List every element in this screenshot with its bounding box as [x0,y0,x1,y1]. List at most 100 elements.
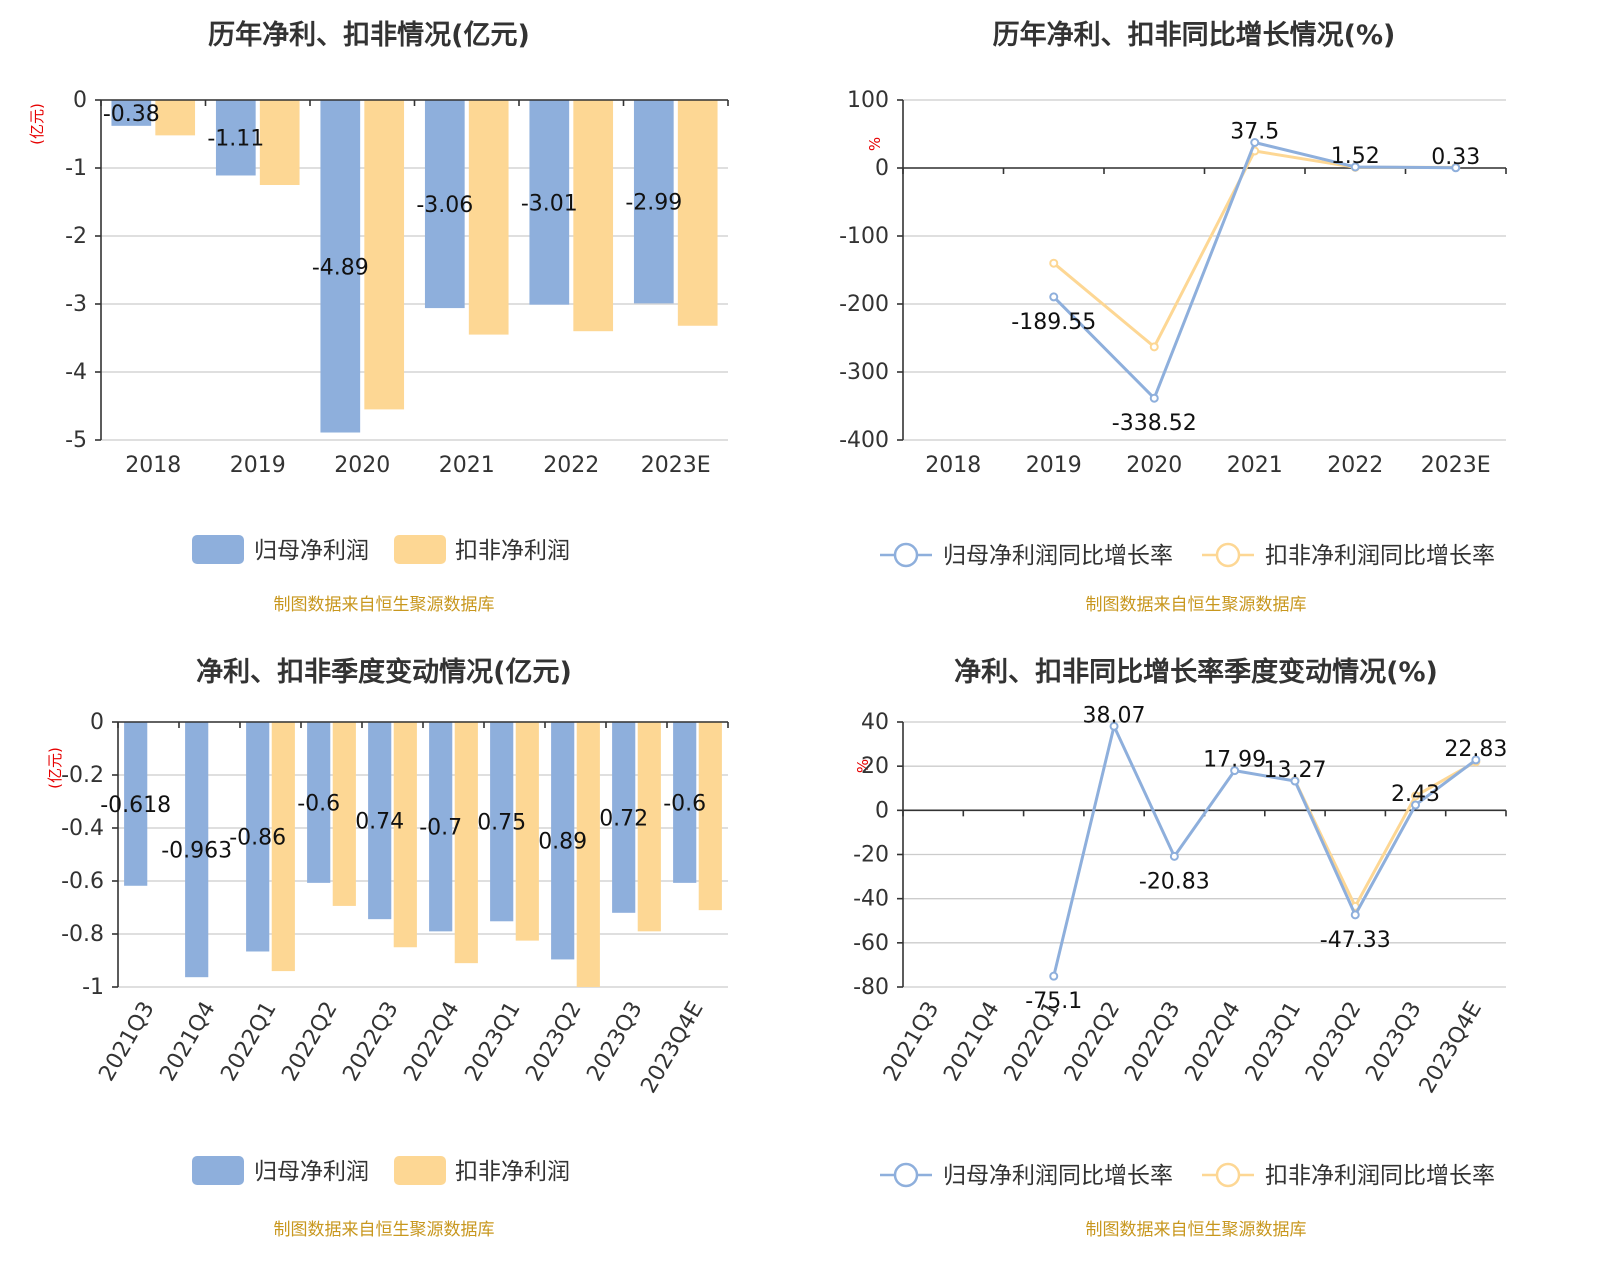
bar-deducted-net-profit [259,100,300,185]
y-tick-label: 0 [90,710,104,735]
legend-item-deducted-net-profit[interactable]: 扣非净利润 [394,535,570,564]
legend-item-parent-growth[interactable]: 归母净利润同比增长率 [880,1162,1173,1189]
bar-parent-net-profit [612,722,636,913]
legend-label: 归母净利润 [254,538,369,564]
data-label: -47.33 [1320,928,1391,953]
x-tick-label: 2021 [1227,453,1283,478]
data-label: -0.6 [297,791,340,816]
y-tick-label: 40 [861,710,889,735]
x-tick-label: 2019 [1026,453,1082,478]
bar-deducted-net-profit [468,100,509,335]
legend-item-deducted-growth[interactable]: 扣非净利润同比增长率 [1202,1162,1495,1189]
x-tick-label: 2022 [543,453,599,478]
y-tick-label: -80 [853,975,889,1000]
y-tick-label: -300 [839,360,889,385]
legend-item-deducted-net-profit[interactable]: 扣非净利润 [394,1156,570,1185]
x-tick-label: 2021Q4 [155,998,220,1086]
legend-label: 扣非净利润同比增长率 [1265,1163,1495,1189]
point-parent-growth [1230,766,1240,776]
data-label: -75.1 [1025,989,1082,1014]
legend-marker-blue [893,542,919,568]
legend-item-parent-growth[interactable]: 归母净利润同比增长率 [880,542,1173,569]
y-tick-label: -0.8 [61,922,104,947]
x-tick-label: 2023E [641,453,711,478]
bar-parent-net-profit [429,722,453,932]
legend-swatch-blue [192,1156,244,1185]
point-parent-growth [1411,800,1421,810]
legend: 归母净利润同比增长率 扣非净利润同比增长率 [880,1162,1495,1189]
legend-item-parent-net-profit[interactable]: 归母净利润 [192,1156,369,1185]
chart-title: 净利、扣非季度变动情况(亿元) [196,656,572,688]
legend-item-parent-net-profit[interactable]: 归母净利润 [192,535,369,564]
data-label: -338.52 [1112,411,1197,436]
y-tick-label: 20 [861,754,889,779]
data-label: -1.11 [207,127,264,152]
y-tick-label: 0 [73,88,87,113]
data-source-note: 制图数据来自恒生聚源数据库 [274,595,495,615]
x-tick-label: 2023Q1 [1241,998,1306,1086]
series-line-deducted-growth [1052,149,1456,349]
x-tick-label: 2022 [1327,453,1383,478]
bar-parent-net-profit [424,100,465,309]
data-label: 2.43 [1391,782,1440,807]
y-tick-label: -1 [82,975,104,1000]
data-label: -189.55 [1011,310,1096,335]
x-tick-label: 2023Q2 [1301,998,1366,1086]
legend-swatch-blue [192,535,244,564]
y-tick-label: 0 [875,156,889,181]
bar-parent-net-profit [551,722,575,960]
point-parent-growth [1109,721,1119,731]
legend-label: 扣非净利润 [455,538,570,564]
y-axis-unit: % [866,137,884,151]
y-tick-label: -5 [65,428,87,453]
quarterly-growth-panel: 净利、扣非同比增长率季度变动情况(%) % 40 20 0 -20 -40 -60 -80 2… [806,635,1612,1270]
x-tick-label: 2023E [1421,453,1491,478]
quarterly-profit-panel: 净利、扣非季度变动情况(亿元) (亿元) 0 -0.2 -0.4 -0.6 -0.8 -1… [0,635,806,1270]
chart-title: 历年净利、扣非情况(亿元) [208,19,530,51]
x-tick-label: 2023Q4E [636,998,708,1098]
y-tick-label: 0 [875,798,889,823]
y-tick-label: 100 [847,88,889,113]
legend-item-deducted-growth[interactable]: 扣非净利润同比增长率 [1202,542,1495,569]
series-line-deducted-growth [1293,760,1477,908]
legend-marker-blue [893,1162,919,1188]
annual-profit-chart: 历年净利、扣非情况(亿元) (亿元) 0 -1 -2 -3 -4 -5 2018 2019 20… [28,19,729,615]
y-tick-label: -2 [65,224,87,249]
legend-label: 归母净利润同比增长率 [943,543,1173,569]
point-parent-growth [1350,910,1360,920]
point-parent-growth [1169,851,1179,861]
bar-parent-net-profit [529,100,570,305]
bar-deducted-net-profit [573,100,614,332]
legend-label: 扣非净利润同比增长率 [1265,543,1495,569]
point-parent-growth [1451,163,1461,173]
bar-parent-net-profit [368,722,392,920]
series-line-parent-growth [1052,724,1477,977]
data-label: 38.07 [1083,703,1146,728]
x-tick-label: 2018 [125,453,181,478]
data-label: 0.72 [599,806,648,831]
x-tick-label: 2023Q1 [460,998,525,1086]
point-parent-growth [1290,776,1300,786]
y-axis-unit: % [854,759,872,773]
bar-parent-net-profit [490,722,514,922]
x-tick-label: 2022Q1 [216,998,281,1086]
x-tick-label: 2023Q3 [1361,998,1426,1086]
y-axis-unit: (亿元) [46,747,64,789]
legend-swatch-orange [394,535,446,564]
y-tick-label: -0.2 [61,763,104,788]
legend-swatch-orange [394,1156,446,1185]
bar-parent-net-profit [246,722,270,952]
x-tick-label: 2020 [334,453,390,478]
x-tick-label: 2021Q3 [94,998,159,1086]
legend-marker-orange [1215,542,1241,568]
y-tick-label: -400 [839,428,889,453]
point-parent-growth [1250,138,1260,147]
data-label: -4.89 [312,255,369,280]
bar-parent-net-profit [185,722,209,978]
point-parent-growth [1149,393,1159,403]
annual-growth-panel: 历年净利、扣非同比增长情况(%) % 100 0 -100 -200 -300 -400 2… [806,0,1612,635]
bar-deducted-net-profit [364,100,405,410]
x-tick-label: 2022Q4 [1181,998,1246,1086]
y-axis-unit: (亿元) [28,103,46,145]
bar-deducted-net-profit [454,722,478,964]
